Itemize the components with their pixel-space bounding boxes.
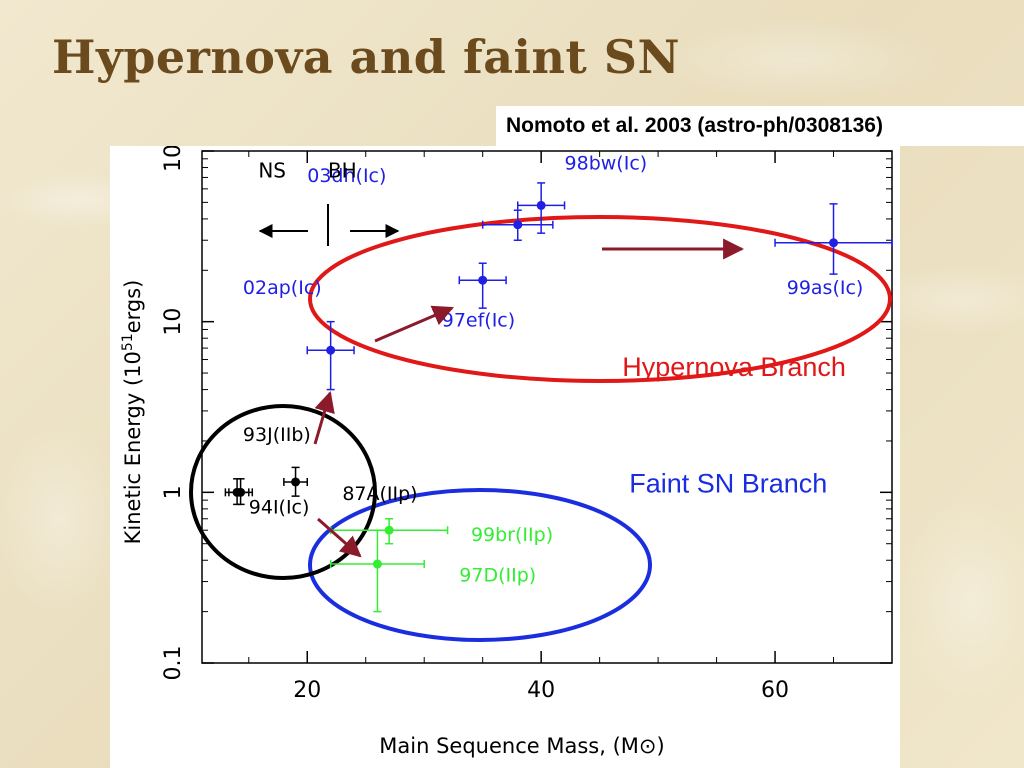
hypernova-branch-ellipse xyxy=(308,215,892,383)
figure-panel: 20 40 60 0.1 1 10 100 Main Sequence Mass, (M⊙) K… xyxy=(110,146,900,768)
transition-arrow xyxy=(313,390,335,445)
x-tick-label: 20 xyxy=(293,678,321,703)
y-tick-label: 10 xyxy=(161,308,186,336)
citation-text: Nomoto et al. 2003 (astro-ph/0308136) xyxy=(506,114,883,137)
point-label: 97ef(Ic) xyxy=(442,309,515,331)
data-point xyxy=(236,487,246,497)
data-point xyxy=(326,345,336,355)
normal-sn-circle xyxy=(189,404,377,580)
transition-arrow xyxy=(374,305,454,343)
y-axis-label: Kinetic Energy (1051ergs) xyxy=(120,280,145,545)
data-point xyxy=(384,525,394,535)
point-label: 97D(IIp) xyxy=(459,565,536,587)
data-point xyxy=(291,477,301,487)
data-point xyxy=(536,200,546,210)
y-tick-label: 100 xyxy=(161,146,186,172)
x-tick-label: 60 xyxy=(761,678,789,703)
point-label: 87A(IIp) xyxy=(342,483,417,505)
branch-label: Hypernova Branch xyxy=(622,352,846,382)
slide-title: Hypernova and faint SN xyxy=(52,30,681,84)
point-label: 02ap(Ic) xyxy=(243,277,322,299)
point-label: 98bw(Ic) xyxy=(565,152,648,174)
y-tick-label: 1 xyxy=(161,485,186,499)
scatter-chart: 20 40 60 0.1 1 10 100 Main Sequence Mass, (M⊙) K… xyxy=(120,146,893,758)
data-point xyxy=(372,559,382,569)
point-label: 94I(Ic) xyxy=(249,497,310,519)
point-label: 93J(IIb) xyxy=(243,424,311,446)
ns-bh-label: BH xyxy=(328,158,357,182)
point-label: 99br(IIp) xyxy=(471,524,553,546)
branch-label: Faint SN Branch xyxy=(629,468,827,498)
point-label: 03dh(Ic) xyxy=(307,165,386,187)
faint-branch-ellipse xyxy=(308,488,652,642)
x-axis-label: Main Sequence Mass, (M⊙) xyxy=(379,734,664,758)
data-point xyxy=(829,238,839,248)
transition-arrow xyxy=(317,517,362,558)
ns-bh-label: NS xyxy=(258,158,286,182)
plot-frame xyxy=(201,150,893,664)
data-point xyxy=(478,275,488,285)
data-point xyxy=(513,220,523,230)
citation-box: Nomoto et al. 2003 (astro-ph/0308136) xyxy=(496,106,1024,146)
y-tick-label: 0.1 xyxy=(161,646,186,681)
point-label: 99as(Ic) xyxy=(787,277,864,299)
x-tick-label: 40 xyxy=(527,678,555,703)
